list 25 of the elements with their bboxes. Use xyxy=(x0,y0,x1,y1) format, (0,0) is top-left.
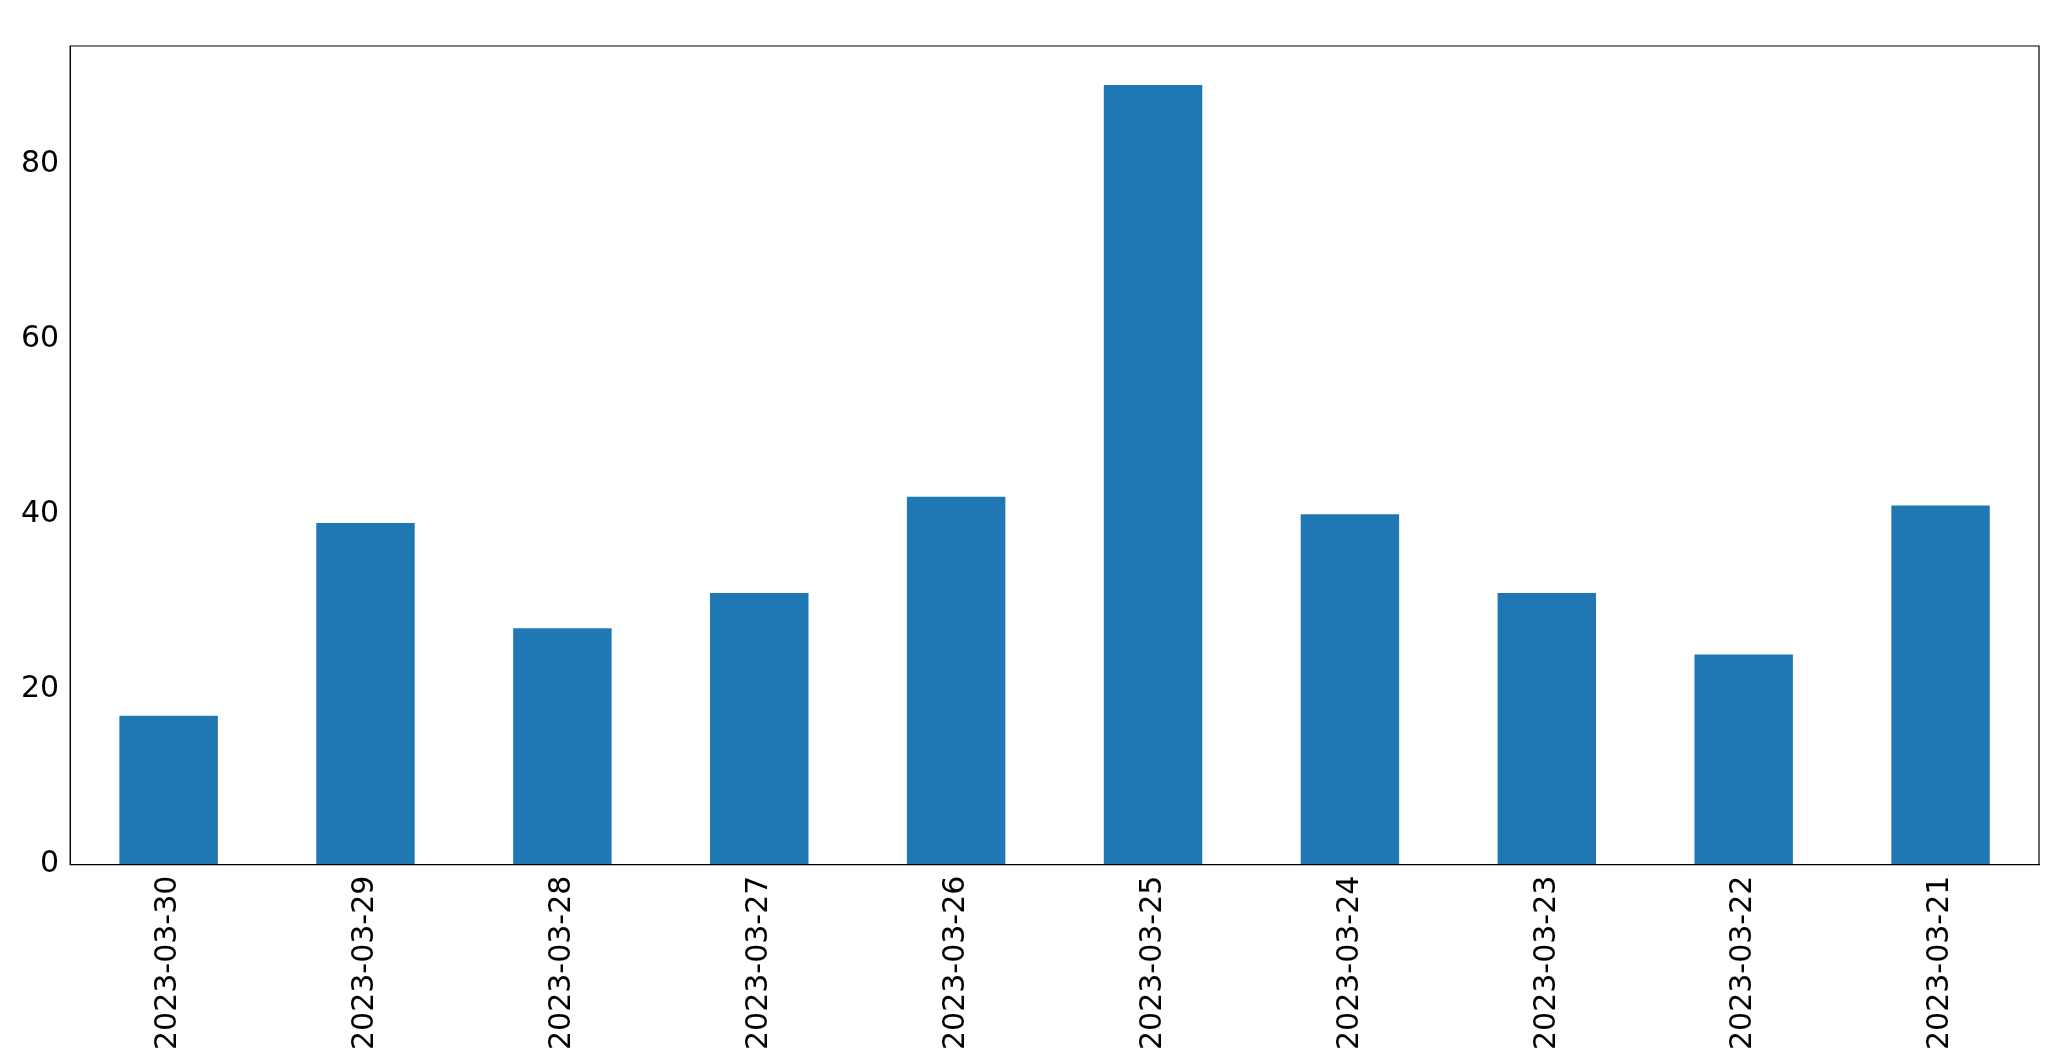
bar xyxy=(1497,593,1597,865)
bar xyxy=(1891,505,1990,865)
x-tick-label: 2023-03-29 xyxy=(345,875,381,1051)
bar xyxy=(906,496,1006,865)
y-tick-label: 20 xyxy=(20,669,60,705)
x-tick-label: 2023-03-22 xyxy=(1723,875,1759,1051)
x-tick-label: 2023-03-30 xyxy=(148,875,184,1051)
bar xyxy=(1300,514,1400,865)
bar xyxy=(1103,84,1203,865)
bar xyxy=(1694,654,1793,865)
bar xyxy=(513,628,612,865)
y-tick-label: 0 xyxy=(40,844,60,880)
x-tick-label: 2023-03-24 xyxy=(1329,875,1365,1051)
x-tick-label: 2023-03-28 xyxy=(542,875,578,1051)
bar xyxy=(316,523,415,865)
bar xyxy=(710,593,809,865)
y-tick-label: 60 xyxy=(20,318,60,354)
y-tick-label: 40 xyxy=(20,494,60,530)
x-tick-label: 2023-03-27 xyxy=(739,875,775,1051)
y-tick-label: 80 xyxy=(20,143,60,179)
x-tick-label: 2023-03-26 xyxy=(935,875,971,1051)
x-tick-label: 2023-03-23 xyxy=(1526,875,1562,1051)
bar xyxy=(119,715,218,865)
x-tick-label: 2023-03-21 xyxy=(1920,875,1956,1051)
x-tick-label: 2023-03-25 xyxy=(1132,875,1168,1051)
